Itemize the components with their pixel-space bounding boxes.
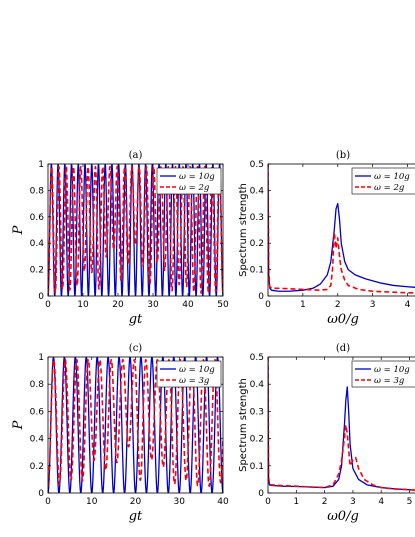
y-tick-label: 0.4 [250, 380, 265, 390]
x-tick-label: 5 [407, 497, 413, 507]
x-tick-label: 1 [300, 300, 306, 310]
y-tick-label: 0.2 [30, 266, 44, 276]
x-tick-label: 0 [265, 497, 271, 507]
legend-box [351, 167, 415, 195]
y-tick-label: 0 [38, 489, 44, 499]
x-tick-label: 30 [174, 497, 186, 507]
panel-title: (d) [336, 343, 350, 354]
y-tick-label: 0.5 [250, 160, 264, 170]
y-tick-label: 0.2 [250, 239, 264, 249]
y-tick-label: 0 [38, 292, 44, 302]
x-tick-label: 40 [182, 300, 194, 310]
x-tick-label: 40 [217, 497, 229, 507]
series-line-omega-2g [268, 164, 415, 294]
panel-title: (c) [129, 343, 143, 354]
x-tick-label: 50 [217, 300, 229, 310]
series-line-omega-10g [48, 164, 223, 296]
legend-label: ω = 10g [179, 172, 215, 182]
series-line-omega-3g [268, 357, 415, 491]
x-tick-label: 30 [147, 300, 159, 310]
legend-box [156, 360, 222, 388]
x-tick-label: 10 [77, 300, 89, 310]
y-tick-label: 0.4 [30, 435, 45, 445]
legend-label: ω = 3g [179, 376, 210, 386]
axes-box [267, 356, 415, 494]
y-tick-label: 0 [258, 292, 264, 302]
y-tick-label: 0.3 [250, 213, 264, 223]
legend-box [351, 360, 415, 388]
panel-title: (a) [129, 150, 143, 161]
x-tick-label: 3 [370, 300, 376, 310]
legend-label: ω = 10g [374, 365, 410, 375]
y-tick-label: 0.5 [250, 353, 264, 363]
axes-box [47, 163, 224, 297]
y-axis-label: P [11, 420, 26, 430]
x-axis-label: gt [129, 312, 143, 327]
legend-label: ω = 2g [374, 183, 405, 193]
y-tick-label: 1 [38, 353, 44, 363]
plot-area [48, 357, 223, 493]
series-line-omega-10g [268, 164, 415, 292]
axes-box [267, 163, 415, 297]
y-tick-label: 0.8 [30, 380, 45, 390]
legend-label: ω = 10g [374, 172, 410, 182]
legend-label: ω = 10g [179, 365, 215, 375]
x-tick-label: 10 [86, 497, 98, 507]
x-tick-label: 20 [112, 300, 124, 310]
x-tick-label: 20 [130, 497, 142, 507]
panel-b: (b) 0 1 2 3 4 0 0.1 0.2 0.3 0.4 0.5 ω0/g Spectrum str… [238, 150, 415, 327]
y-tick-label: 0.4 [250, 186, 265, 196]
y-axis-label: Spectrum strength [238, 378, 249, 472]
x-axis-label: gt [129, 509, 143, 524]
x-tick-label: 2 [335, 300, 341, 310]
panel-a: (a) 0 10 20 30 40 50 0 0.2 0.4 0.6 0.8 1 gt Pω = 10gω … [11, 150, 229, 327]
y-tick-label: 0.4 [30, 239, 45, 249]
plot-area [268, 357, 415, 491]
plot-area [48, 164, 223, 296]
y-tick-label: 0.6 [30, 213, 45, 223]
x-tick-label: 0 [265, 300, 271, 310]
panel-title: (b) [336, 150, 350, 161]
x-tick-label: 3 [350, 497, 356, 507]
y-tick-label: 0.3 [250, 407, 264, 417]
y-tick-label: 1 [38, 160, 44, 170]
y-tick-label: 0.6 [30, 407, 45, 417]
plot-area [268, 164, 415, 294]
series-line-omega-3g [48, 358, 223, 487]
legend-label: ω = 2g [179, 183, 210, 193]
x-tick-label: 4 [405, 300, 411, 310]
y-tick-label: 0 [258, 489, 264, 499]
series-line-omega-10g [48, 357, 223, 493]
panel-d: (d) 0 1 2 3 4 5 0 0.1 0.2 0.3 0.4 0.5 ω0/g Spectrum st… [238, 343, 415, 524]
y-tick-label: 0.2 [30, 462, 44, 472]
y-axis-label: P [11, 225, 26, 235]
legend-box [156, 167, 222, 195]
x-axis-label: ω0/g [327, 509, 359, 524]
y-tick-label: 0.1 [250, 266, 264, 276]
x-tick-label: 0 [45, 497, 51, 507]
x-tick-label: 1 [293, 497, 299, 507]
y-tick-label: 0.2 [250, 435, 264, 445]
y-axis-label: Spectrum strength [238, 183, 249, 277]
x-tick-label: 0 [45, 300, 51, 310]
y-tick-label: 0.1 [250, 462, 264, 472]
x-axis-label: ω0/g [327, 312, 359, 327]
legend-label: ω = 3g [374, 376, 405, 386]
x-tick-label: 2 [322, 497, 328, 507]
y-tick-label: 0.8 [30, 186, 45, 196]
x-tick-label: 4 [378, 497, 384, 507]
